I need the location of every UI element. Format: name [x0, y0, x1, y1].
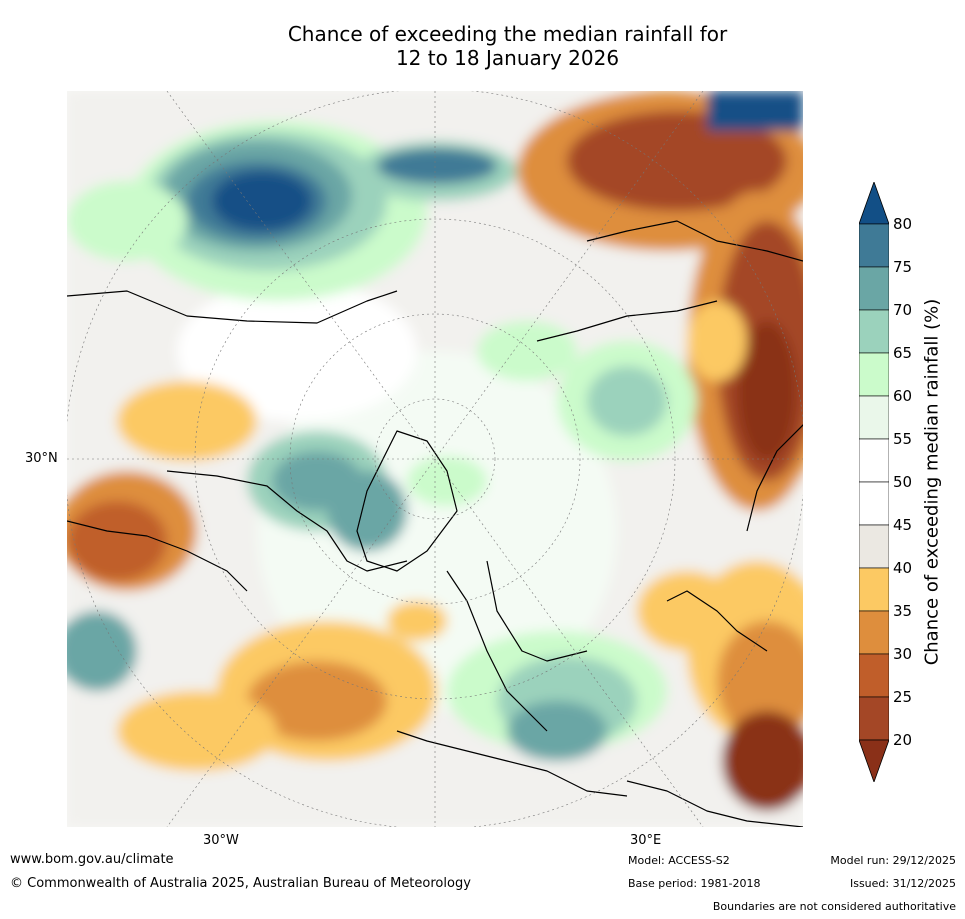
- longitude-label-30w: 30°W: [203, 833, 239, 848]
- colorbar-tick-label: 50: [893, 473, 913, 491]
- colorbar-tick-label: 75: [893, 258, 913, 276]
- footer-copyright: © Commonwealth of Australia 2025, Austra…: [10, 876, 471, 891]
- colorbar-bin: [859, 309, 889, 354]
- footer-url[interactable]: www.bom.gov.au/climate: [10, 852, 174, 867]
- footer-model: Model: ACCESS-S2: [628, 854, 730, 867]
- colorbar-tick-label: 25: [893, 688, 913, 706]
- colorbar-bin: [859, 266, 889, 311]
- colorbar: [859, 182, 889, 782]
- colorbar-tick-label: 60: [893, 387, 913, 405]
- colorbar-tick-label: 80: [893, 215, 913, 233]
- title-line-1: Chance of exceeding the median rainfall …: [287, 22, 728, 46]
- footer-base-period: Base period: 1981-2018: [628, 877, 761, 890]
- colorbar-tick-label: 20: [893, 731, 913, 749]
- footer-disclaimer: Boundaries are not considered authoritat…: [712, 900, 956, 913]
- colorbar-bin: [859, 481, 889, 526]
- colorbar-tick-label: 65: [893, 344, 913, 362]
- polar-map[interactable]: [67, 91, 803, 827]
- colorbar-bin: [859, 223, 889, 268]
- colorbar-extend-high: [859, 182, 889, 225]
- colorbar-bin: [859, 653, 889, 698]
- colorbar-bin: [859, 524, 889, 569]
- title-line-2: 12 to 18 January 2026: [395, 46, 620, 70]
- rainfall-probability-field: [67, 91, 803, 827]
- colorbar-bin: [859, 610, 889, 655]
- colorbar-bin: [859, 352, 889, 397]
- colorbar-bin: [859, 696, 889, 741]
- coastlines: [67, 220, 803, 827]
- footer-model-run: Model run: 29/12/2025: [830, 854, 956, 867]
- colorbar-tick-label: 30: [893, 645, 913, 663]
- graticule: [67, 91, 803, 827]
- colorbar-bin: [859, 438, 889, 483]
- colorbar-label: Chance of exceeding median rainfall (%): [921, 298, 943, 666]
- colorbar-tick-label: 70: [893, 301, 913, 319]
- footer-issued: Issued: 31/12/2025: [849, 877, 956, 890]
- colorbar-tick-label: 40: [893, 559, 913, 577]
- colorbar-bin: [859, 395, 889, 440]
- chart-title: Chance of exceeding the median rainfall …: [0, 22, 965, 70]
- colorbar-tick-label: 45: [893, 516, 913, 534]
- colorbar-extend-low: [859, 739, 889, 782]
- colorbar-bin: [859, 567, 889, 612]
- latitude-label-30n: 30°N: [25, 451, 58, 466]
- longitude-label-30e: 30°E: [630, 833, 662, 848]
- colorbar-tick-label: 55: [893, 430, 913, 448]
- colorbar-tick-label: 35: [893, 602, 913, 620]
